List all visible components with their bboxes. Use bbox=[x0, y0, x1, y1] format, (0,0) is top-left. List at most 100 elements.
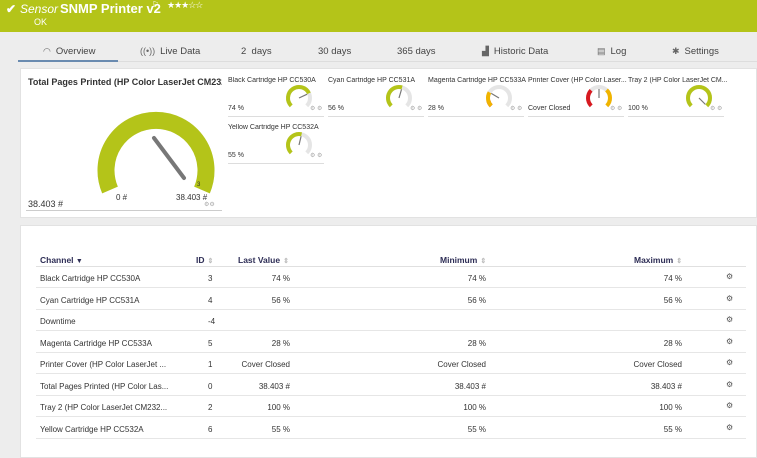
cell-minimum: 100 % bbox=[463, 403, 486, 412]
tab-log[interactable]: ▤ Log bbox=[597, 46, 626, 57]
mini-gauge-dial bbox=[286, 85, 312, 108]
col-maximum[interactable]: Maximum ⇕ bbox=[634, 255, 682, 265]
tab-label: Live Data bbox=[160, 46, 201, 57]
cell-last-value: 28 % bbox=[271, 338, 290, 348]
table-row[interactable]: Yellow Cartridge HP CC532A 6 55 % 55 % 5… bbox=[36, 418, 746, 439]
mini-gauge[interactable]: Cyan Cartridge HP CC531A 56 % ⚙ ⚙ bbox=[328, 77, 424, 121]
big-gauge-fill bbox=[97, 111, 215, 194]
table-row[interactable]: Magenta Cartridge HP CC533A 5 28 % 28 % … bbox=[36, 332, 746, 353]
cell-channel[interactable]: Printer Cover (HP Color LaserJet ... bbox=[40, 360, 167, 369]
gauge-settings-icon[interactable]: ⚙ ⚙ bbox=[610, 106, 623, 112]
mini-gauge-fill bbox=[386, 85, 403, 108]
big-gauge-title: Total Pages Printed (HP Color LaserJet C… bbox=[28, 77, 222, 87]
cell-last-value: 38.403 # bbox=[258, 381, 290, 391]
table-row[interactable]: Tray 2 (HP Color LaserJet CM232... 2 100… bbox=[36, 396, 746, 417]
mini-gauge-needle bbox=[298, 93, 308, 99]
channel-settings-icon[interactable]: ⚙ bbox=[726, 272, 734, 281]
mini-gauge-dial bbox=[686, 85, 712, 108]
table-row[interactable]: Printer Cover (HP Color LaserJet ... 1 C… bbox=[36, 353, 746, 374]
cell-id: 2 bbox=[208, 403, 213, 412]
channel-settings-icon[interactable]: ⚙ bbox=[726, 379, 734, 389]
gauge-settings-icon[interactable]: ⚙ ⚙ bbox=[410, 106, 423, 112]
table-row[interactable]: Black Cartridge HP CC530A 3 74 % 74 % 74… bbox=[36, 267, 746, 288]
gauge-settings-icon[interactable]: ⚙ ⚙ bbox=[310, 106, 323, 112]
tab-overview[interactable]: ◠ Overview bbox=[43, 46, 95, 57]
cell-minimum: 74 % bbox=[467, 274, 486, 283]
tab-label: Settings bbox=[684, 46, 719, 57]
cell-channel[interactable]: Tray 2 (HP Color LaserJet CM232... bbox=[40, 403, 168, 412]
col-last-value[interactable]: Last Value ⇕ bbox=[238, 255, 289, 265]
cell-maximum: 74 % bbox=[663, 274, 682, 283]
col-channel[interactable]: Channel ▼ bbox=[40, 255, 83, 265]
channel-settings-icon[interactable]: ⚙ bbox=[726, 315, 734, 324]
mini-gauge[interactable]: Tray 2 (HP Color LaserJet CM... 100 % ⚙ … bbox=[628, 77, 728, 121]
cell-channel[interactable]: Yellow Cartridge HP CC532A bbox=[40, 424, 144, 434]
gauge-settings-icon[interactable]: ⚙⚙ bbox=[204, 202, 215, 208]
mini-gauge-value: 56 % bbox=[328, 105, 344, 112]
table-row[interactable]: Downtime -4 ⚙ bbox=[36, 310, 746, 331]
cell-channel[interactable]: Total Pages Printed (HP Color Las... bbox=[40, 381, 169, 391]
table-row[interactable]: Cyan Cartridge HP CC531A 4 56 % 56 % 56 … bbox=[36, 289, 746, 310]
cell-maximum: 56 % bbox=[663, 295, 682, 305]
cell-maximum: 55 % bbox=[663, 424, 682, 434]
channel-settings-icon[interactable]: ⚙ bbox=[726, 358, 734, 367]
mini-gauge-title: Cyan Cartridge HP CC531A bbox=[328, 77, 416, 84]
mini-gauge-title: Magenta Cartridge HP CC533A bbox=[428, 77, 526, 84]
big-gauge-needle bbox=[152, 136, 186, 180]
channel-settings-icon[interactable]: ⚙ bbox=[726, 401, 734, 410]
sensor-label: Sensor bbox=[20, 2, 59, 16]
mini-gauge-fill bbox=[286, 85, 311, 108]
big-gauge-max-label: 38.403 # bbox=[176, 193, 208, 202]
cell-channel[interactable]: Black Cartridge HP CC530A bbox=[40, 274, 141, 283]
cell-minimum: 38.403 # bbox=[454, 381, 486, 391]
cell-channel[interactable]: Downtime bbox=[40, 317, 76, 326]
tab-label: 365 days bbox=[397, 46, 436, 57]
cell-last-value: 56 % bbox=[271, 295, 290, 305]
priority-stars[interactable]: ★★★☆☆ bbox=[167, 0, 203, 10]
cell-last-value: Cover Closed bbox=[241, 360, 290, 369]
sensor-header: ✔ Sensor SNMP Printer v2 ⚐ ★★★☆☆ OK bbox=[0, 0, 757, 32]
tab-30-days[interactable]: 30 days bbox=[318, 46, 351, 57]
mini-gauge-value: Cover Closed bbox=[528, 105, 571, 112]
tab-settings[interactable]: ✱ Settings bbox=[672, 46, 719, 57]
gauge-settings-icon[interactable]: ⚙ ⚙ bbox=[510, 106, 523, 112]
mini-gauge-title: Printer Cover (HP Color Laser... bbox=[528, 77, 627, 84]
cell-maximum: 100 % bbox=[659, 403, 682, 412]
col-minimum[interactable]: Minimum ⇕ bbox=[440, 255, 486, 265]
channel-settings-icon[interactable]: ⚙ bbox=[726, 336, 734, 346]
channel-settings-icon[interactable]: ⚙ bbox=[726, 293, 734, 303]
col-id[interactable]: ID ⇕ bbox=[196, 255, 213, 265]
gauge-settings-icon[interactable]: ⚙ ⚙ bbox=[310, 153, 323, 159]
status-text: OK bbox=[34, 17, 48, 27]
mini-gauge-divider bbox=[328, 116, 424, 117]
cell-last-value: 74 % bbox=[271, 274, 290, 283]
tab-365-days[interactable]: 365 days bbox=[397, 46, 436, 57]
table-row[interactable]: Total Pages Printed (HP Color Las... 0 3… bbox=[36, 375, 746, 396]
mini-gauge-fill bbox=[686, 85, 712, 108]
gauge-settings-icon[interactable]: ⚙ ⚙ bbox=[710, 106, 723, 112]
mini-gauge-yellow bbox=[605, 88, 612, 108]
cell-channel[interactable]: Magenta Cartridge HP CC533A bbox=[40, 338, 152, 348]
gauge-icon: ◠ bbox=[43, 46, 51, 56]
mini-gauge[interactable]: Magenta Cartridge HP CC533A 28 % ⚙ ⚙ bbox=[428, 77, 526, 121]
mini-gauge-title: Yellow Cartridge HP CC532A bbox=[228, 124, 319, 131]
cell-minimum: 28 % bbox=[467, 338, 486, 348]
cell-id: 5 bbox=[208, 338, 213, 348]
sort-icon: ⇕ bbox=[480, 258, 487, 265]
mini-gauge[interactable]: Black Cartridge HP CC530A 74 % ⚙ ⚙ bbox=[228, 77, 324, 121]
tab-live-data[interactable]: ((•)) Live Data bbox=[140, 46, 200, 57]
page-title: SNMP Printer v2 bbox=[60, 1, 161, 16]
mini-gauge[interactable]: Printer Cover (HP Color Laser... Cover C… bbox=[528, 77, 627, 121]
cell-channel[interactable]: Cyan Cartridge HP CC531A bbox=[40, 295, 140, 305]
tab-label: Overview bbox=[55, 46, 96, 57]
mini-gauge-dial bbox=[486, 85, 512, 108]
flag-icon[interactable]: ⚐ bbox=[152, 0, 160, 9]
mini-gauge[interactable]: Yellow Cartridge HP CC532A 55 % ⚙ ⚙ bbox=[228, 124, 324, 168]
big-gauge[interactable] bbox=[96, 90, 220, 194]
cell-id: -4 bbox=[208, 317, 216, 326]
mini-gauge-divider bbox=[228, 116, 324, 117]
tab-2-days[interactable]: 2 days bbox=[241, 46, 272, 57]
tab-historic-data[interactable]: ▟ Historic Data bbox=[482, 46, 548, 57]
tab-label: 30 days bbox=[318, 46, 352, 57]
channel-settings-icon[interactable]: ⚙ bbox=[726, 422, 734, 432]
